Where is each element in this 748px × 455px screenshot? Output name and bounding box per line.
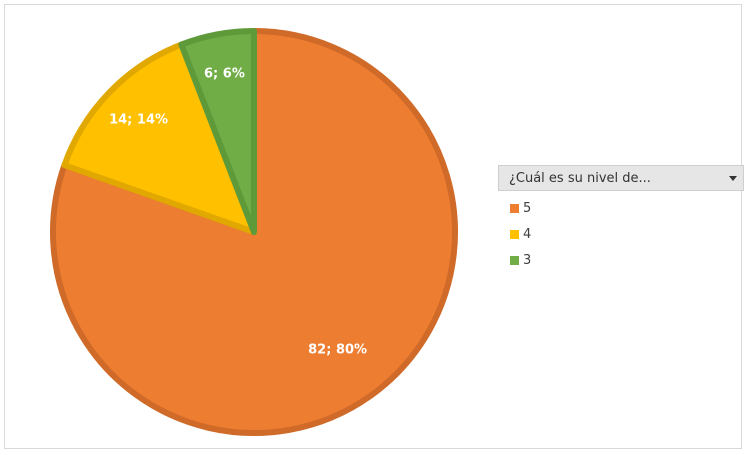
- legend-label: 5: [523, 200, 532, 216]
- data-label-3: 6; 6%: [204, 66, 245, 81]
- legend-swatch: [510, 229, 519, 239]
- dropdown-arrow-icon[interactable]: [723, 176, 743, 181]
- pie-slice-5[interactable]: [50, 28, 458, 436]
- pie-slice-4[interactable]: [61, 41, 257, 235]
- legend-item-4: 4: [498, 225, 748, 243]
- legend-label: 4: [523, 226, 532, 242]
- legend-swatch: [510, 203, 519, 213]
- legend-title: ¿Cuál es su nivel de...: [509, 170, 651, 186]
- data-label-5: 82; 80%: [308, 343, 367, 358]
- pie-slice-3[interactable]: [178, 28, 257, 235]
- legend-item-3: 3: [498, 251, 748, 269]
- legend-swatch: [510, 255, 519, 265]
- legend-label: 3: [523, 252, 532, 268]
- legend-item-5: 5: [498, 199, 748, 217]
- data-label-4: 14; 14%: [109, 113, 168, 128]
- legend-filter-dropdown[interactable]: ¿Cuál es su nivel de...: [498, 165, 744, 191]
- legend: ¿Cuál es su nivel de... 5 4 3: [498, 165, 748, 269]
